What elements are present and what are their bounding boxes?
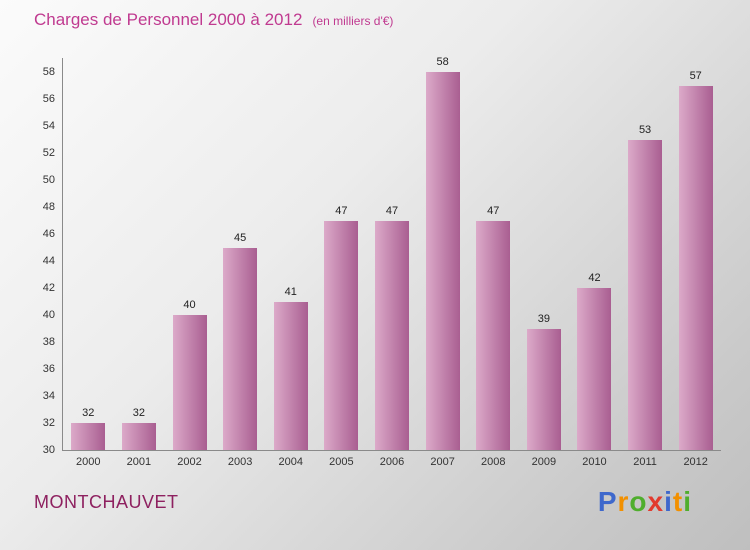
y-tick-label: 34 [42, 390, 55, 402]
x-axis-label: 2012 [683, 456, 708, 468]
bar-value-label: 47 [335, 204, 348, 217]
logo-letter: x [647, 486, 665, 517]
x-axis-label: 2003 [227, 456, 253, 468]
proxiti-logo: Proxiti [598, 486, 692, 518]
logo-letter: o [629, 486, 648, 517]
place-name: MONTCHAUVET [34, 492, 179, 512]
y-tick-label: 44 [42, 255, 55, 267]
plot-area: 30 32 34 36 38 40 42 44 46 48 50 52 54 56 58 32 2000 32 20… [43, 56, 721, 468]
y-tick-label: 46 [42, 228, 55, 240]
y-tick-label: 58 [42, 66, 55, 78]
chart-header: Charges de Personnel 2000 à 2012 (en mill… [34, 10, 393, 30]
logo-letter: P [597, 486, 618, 517]
y-tick-label: 30 [42, 444, 55, 456]
y-tick-label: 48 [42, 201, 55, 213]
bar-value-label: 47 [385, 204, 399, 217]
bar-value-label: 57 [689, 69, 702, 82]
bar-2007 [425, 72, 460, 450]
x-axis-label: 2005 [329, 456, 354, 468]
bar-2008 [476, 220, 511, 450]
bar-2009 [526, 328, 561, 450]
bar-2010 [577, 288, 612, 450]
x-axis-label: 2000 [76, 456, 101, 468]
bar-2001 [121, 423, 156, 450]
x-axis-label: 2009 [531, 456, 557, 468]
bar-2000 [71, 423, 106, 450]
y-tick-label: 32 [42, 417, 55, 429]
bar-2004 [273, 301, 308, 450]
chart-title: Charges de Personnel 2000 à 2012 [34, 10, 303, 29]
logo-letter: i [664, 486, 673, 517]
logo-letter: i [683, 486, 692, 517]
x-axis-label: 2008 [480, 456, 506, 468]
y-tick-label: 50 [42, 174, 55, 186]
bar-2011 [628, 139, 663, 450]
bar-2012 [678, 85, 713, 450]
bar-value-label: 41 [284, 285, 297, 298]
logo-letter: t [672, 486, 684, 517]
bar-value-label: 32 [82, 407, 95, 419]
x-axis-label: 2010 [582, 456, 607, 468]
logo-letter: r [617, 486, 630, 517]
x-axis-label: 2011 [633, 456, 657, 468]
bar-2005 [324, 220, 359, 450]
bar-2006 [375, 220, 409, 450]
y-tick-label: 54 [42, 120, 55, 132]
x-axis-label: 2006 [379, 456, 405, 468]
chart-subtitle: (en milliers d'€) [312, 14, 394, 28]
bar-value-label: 40 [183, 299, 196, 311]
x-axis-label: 2001 [126, 456, 152, 468]
y-tick-label: 52 [42, 147, 55, 159]
bar-value-label: 53 [638, 123, 652, 136]
bar-2003 [223, 247, 258, 450]
x-axis-label: 2004 [278, 456, 303, 468]
bar-value-label: 47 [487, 204, 500, 217]
y-tick-label: 38 [42, 336, 55, 348]
bar-value-label: 45 [234, 231, 247, 244]
bar-value-label: 58 [436, 56, 449, 68]
bar-value-label: 39 [537, 312, 550, 325]
y-tick-label: 42 [42, 282, 55, 294]
y-tick-label: 40 [42, 309, 55, 321]
x-axis-label: 2002 [177, 456, 202, 468]
y-tick-label: 36 [42, 363, 55, 375]
bar-value-label: 32 [132, 407, 146, 419]
bar-value-label: 42 [588, 272, 601, 284]
bar-2002 [172, 315, 207, 450]
y-tick-label: 56 [42, 93, 55, 105]
x-axis-label: 2007 [430, 456, 455, 468]
